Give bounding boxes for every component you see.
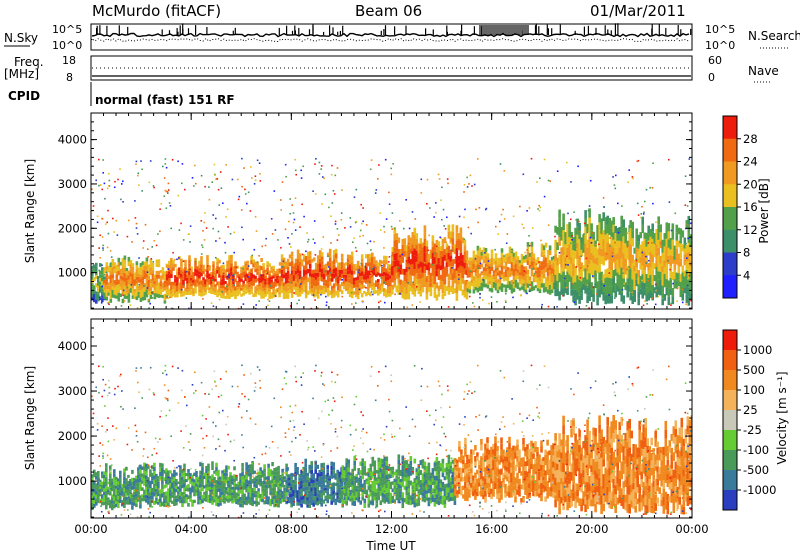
noise-tick-left-bottom: 10^0 [52,39,82,52]
colorbar-tick-label: 4 [743,268,750,282]
beam-title: Beam 06 [355,2,422,20]
colorbar-swatch [723,410,737,431]
echo-band-1 [141,461,288,508]
colorbar-tick-label: 8 [743,246,750,260]
colorbar-tick-label: 12 [743,223,758,237]
power-y-axis-label: Slant Range [km] [23,159,37,263]
colorbar-swatch [723,252,737,276]
cpid-label: CPID [8,89,40,103]
colorbar-swatch [723,470,737,491]
echo-band-0 [91,463,142,511]
y-tick-label: 4000 [58,133,87,147]
colorbar-swatch [723,161,737,185]
velocity-y-axis-label: Slant Range [km] [23,366,37,470]
freq-label-2: [MHz] [4,67,39,81]
nave-label: Nave [748,64,779,78]
colorbar-swatch [723,138,737,162]
velocity-colorbar: 1000 500 100 25 -25 -100 -500 -1000 Velocity [m… [722,329,789,511]
velocity-x-axis: 00:00 04:00 08:00 12:00 16:00 20:00 00:00 [74,319,709,536]
power-x-axis [90,113,693,309]
colorbar-swatch [723,350,737,371]
nsearch-series [91,37,690,43]
colorbar-swatch [723,490,737,511]
colorbar-swatch [723,207,737,231]
echo-band-7 [629,215,692,306]
colorbar-tick-label: -1000 [743,483,776,497]
power-panel: 1000 2000 3000 4000 Slant Range [km] [23,112,693,310]
colorbar-tick-label: 100 [743,383,765,397]
noise-strip: N.Sky 10^5 10^0 10^5 10^0 N.Search [4,23,800,52]
noise-tick-left-top: 10^5 [52,23,82,36]
colorbar-swatch [723,390,737,411]
power-colorbar-label: Power [dB] [757,178,771,243]
velocity-colorbar-label: Velocity [m s⁻¹] [775,371,789,464]
freq-label-1: Freq. [14,55,44,69]
x-tick-label: 08:00 [275,522,308,536]
frequency-strip: Freq. [MHz] 18 8 60 0 Nave [4,54,779,84]
y-tick-label: 2000 [58,221,87,235]
echo-band-2 [286,458,343,508]
echo-band-5 [466,241,556,295]
colorbar-tick-label: -500 [743,463,769,477]
x-tick-label: 16:00 [475,522,508,536]
colorbar-tick-label: 20 [743,177,758,191]
x-tick-label: 04:00 [175,522,208,536]
colorbar-swatch [723,450,737,471]
noise-tick-right-top: 10^5 [705,23,735,36]
echo-band-3 [278,248,394,300]
x-axis-label: Time UT [365,539,416,553]
x-tick-label: 00:00 [74,522,107,536]
echo-speckles [91,364,692,518]
noise-spikes [95,23,692,35]
power-echo-marks [91,157,692,309]
colorbar-swatch [723,275,737,299]
colorbar-tick-label: -25 [743,423,762,437]
echo-band-2 [166,254,281,300]
freq-tick-right-top: 60 [708,54,722,67]
colorbar-tick-label: 24 [743,155,758,169]
velocity-y-axis: 1000 2000 3000 4000 [58,327,692,518]
nsky-label: N.Sky [4,31,38,45]
colorbar-tick-label: 28 [743,132,758,146]
nsearch-label: N.Search [748,29,800,43]
colorbar-frame [722,329,738,511]
station-title: McMurdo (fitACF) [92,2,221,20]
colorbar-swatch [723,116,737,140]
velocity-panel: 1000 2000 3000 4000 00:00 04:00 08:00 12:00 16:… [23,318,709,553]
date-title: 01/Mar/2011 [590,2,686,20]
freq-tick-left-top: 18 [62,54,76,67]
colorbar-swatch [723,430,737,451]
echo-band-6 [554,208,631,306]
freq-tick-left-bottom: 8 [66,71,73,84]
y-tick-label: 2000 [58,429,87,443]
cpid-value: normal (fast) 151 RF [95,93,235,107]
noise-tick-right-bottom: 10^0 [705,39,735,52]
power-y-axis: 1000 2000 3000 4000 [58,121,692,309]
y-tick-label: 1000 [58,474,87,488]
freq-tick-right-bottom: 0 [708,71,715,84]
x-tick-label: 12:00 [375,522,408,536]
x-tick-label: 20:00 [575,522,608,536]
colorbar-tick-label: 1000 [743,343,772,357]
colorbar-swatch [723,229,737,253]
velocity-echo-marks [91,364,692,518]
colorbar-swatch [723,330,737,351]
y-tick-label: 3000 [58,177,87,191]
y-tick-label: 3000 [58,384,87,398]
colorbar-tick-label: 500 [743,363,765,377]
colorbar-tick-label: -100 [743,443,769,457]
nsky-series [91,32,690,38]
colorbar-tick-label: 16 [743,200,758,214]
x-tick-label: 00:00 [675,522,708,536]
echo-band-5 [554,415,692,515]
colorbar-swatch [723,184,737,208]
colorbar-swatch [723,370,737,391]
y-tick-label: 1000 [58,266,87,280]
power-colorbar: 4 8 12 16 20 24 28 Power [dB] [722,115,771,299]
echo-speckles [91,157,692,309]
colorbar-tick-label: 25 [743,403,758,417]
y-tick-label: 4000 [58,339,87,353]
